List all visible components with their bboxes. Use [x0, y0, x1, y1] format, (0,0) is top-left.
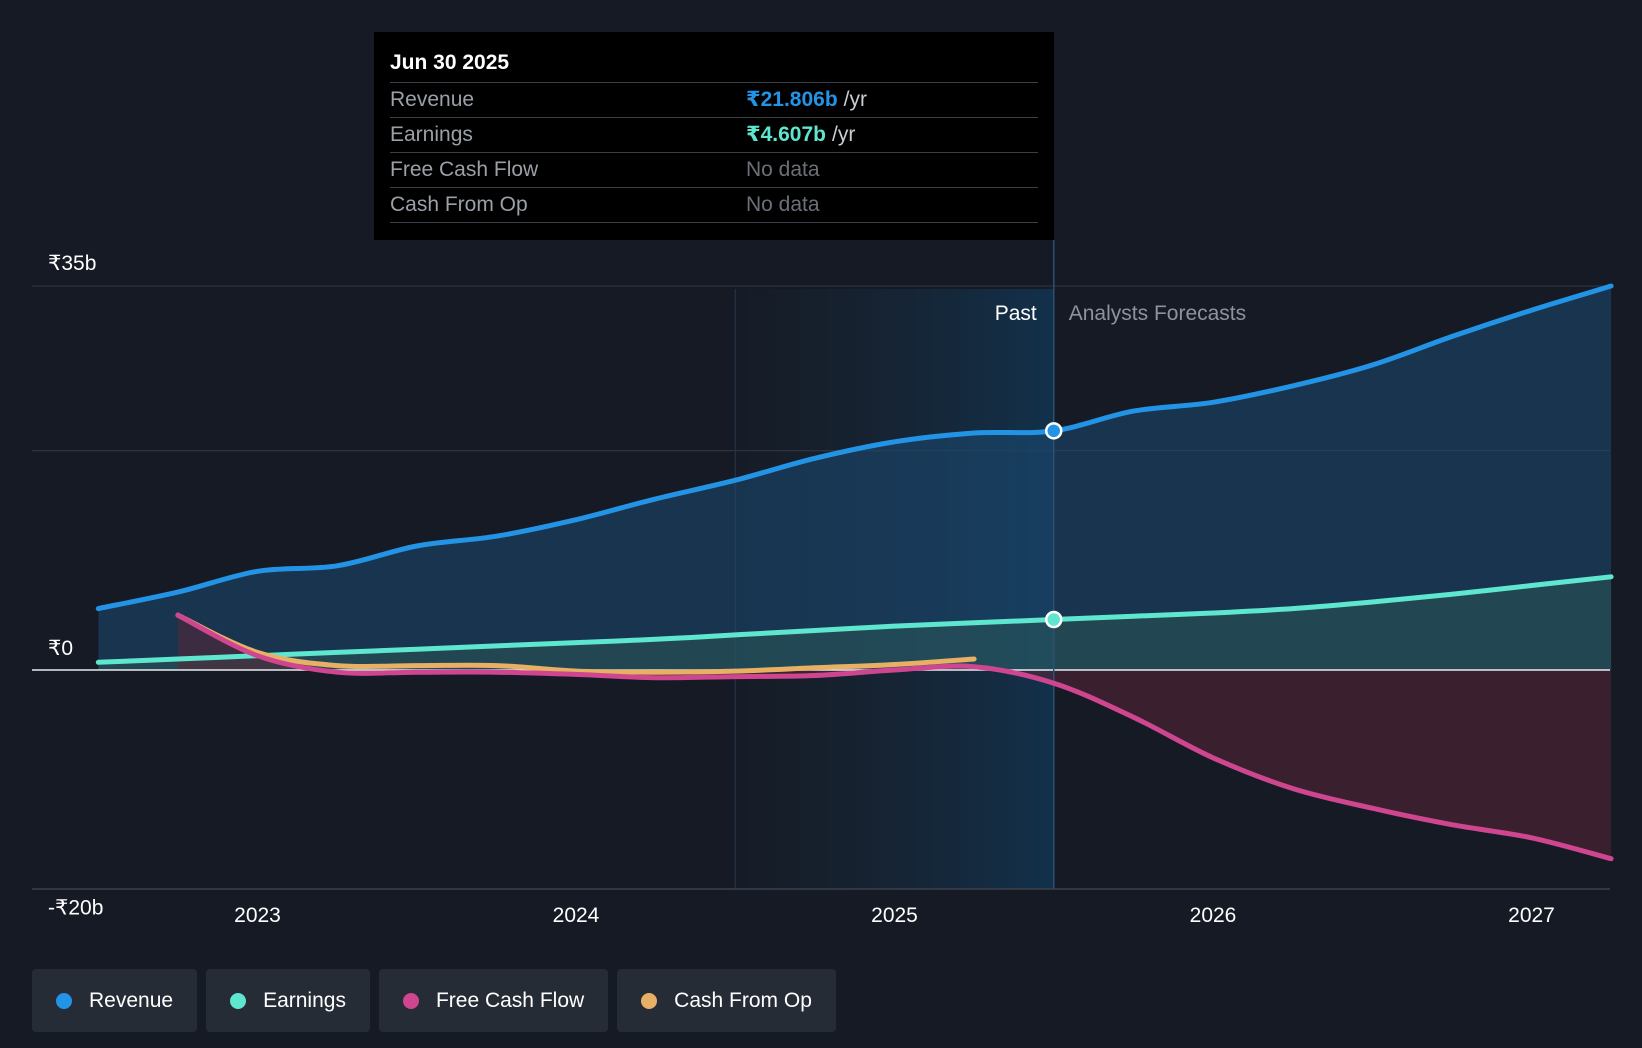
free-cash-flow-dot-icon [402, 992, 419, 1009]
tooltip-earnings-value: ₹4.607b [746, 123, 826, 146]
tooltip-revenue-value: ₹21.806b [746, 88, 838, 111]
tooltip-no-data: No data [746, 158, 820, 181]
x-tick-label: 2025 [871, 904, 918, 927]
cash-from-op-dot-icon [641, 992, 658, 1009]
cash-from-op-line [175, 612, 977, 675]
legend-item-earnings[interactable]: Earnings [206, 969, 370, 1032]
past-label: Past [995, 302, 1037, 325]
earnings-line [95, 574, 1614, 665]
legend-item-free-cash-flow[interactable]: Free Cash Flow [378, 969, 609, 1032]
revenue-point [1045, 422, 1063, 440]
tooltip-unit: /yr [832, 123, 856, 146]
x-tick-label: 2026 [1190, 904, 1237, 927]
tooltip-date: Jun 30 2025 [390, 46, 1038, 83]
legend-item-cash-from-op[interactable]: Cash From Op [617, 969, 836, 1032]
tooltip-row-free-cash-flow: Free Cash Flow No data [390, 153, 1038, 188]
tooltip: Jun 30 2025 Revenue ₹21.806b /yr Earning… [374, 32, 1054, 240]
earnings-dot-icon [230, 992, 247, 1009]
y-tick-label: ₹35b [48, 252, 96, 275]
tooltip-row-earnings: Earnings ₹4.607b /yr [390, 118, 1038, 153]
legend-item-revenue[interactable]: Revenue [32, 969, 198, 1032]
free-cash-flow-line [175, 612, 1614, 862]
y-tick-label: -₹20b [48, 896, 103, 919]
tooltip-label: Earnings [390, 123, 473, 146]
revenue-line [95, 283, 1614, 612]
forecast-label: Analysts Forecasts [1069, 302, 1246, 325]
legend-label: Revenue [89, 988, 174, 1012]
tooltip-label: Cash From Op [390, 193, 528, 216]
tooltip-unit: /yr [843, 88, 867, 111]
tooltip-no-data: No data [746, 193, 820, 216]
legend-label: Earnings [263, 988, 346, 1012]
revenue-area [98, 286, 1612, 670]
earnings-area [98, 576, 1612, 670]
tooltip-label: Free Cash Flow [390, 158, 539, 181]
free-cash-flow-area [177, 615, 1612, 859]
x-tick-label: 2027 [1508, 904, 1555, 927]
revenue-dot-icon [56, 992, 72, 1009]
y-tick-label: ₹0 [48, 637, 73, 660]
x-tick-label: 2024 [553, 904, 600, 927]
legend-label: Cash From Op [674, 988, 812, 1012]
x-tick-label: 2023 [234, 904, 281, 927]
earnings-point [1045, 610, 1063, 629]
tooltip-row-revenue: Revenue ₹21.806b /yr [390, 83, 1038, 118]
tooltip-row-cash-from-op: Cash From Op No data [390, 188, 1038, 223]
tooltip-label: Revenue [390, 88, 475, 111]
legend: Revenue Earnings Free Cash Flow Cash Fro… [32, 969, 836, 1032]
legend-label: Free Cash Flow [435, 988, 585, 1012]
